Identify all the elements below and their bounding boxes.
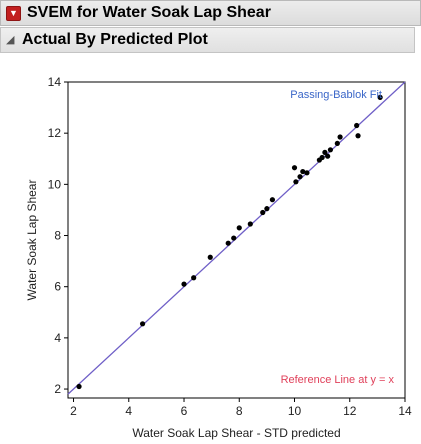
x-tick-label: 12 (343, 404, 357, 418)
data-point[interactable] (247, 221, 253, 227)
y-tick-label: 8 (54, 229, 61, 243)
data-point[interactable] (269, 197, 276, 203)
data-point[interactable] (191, 275, 197, 281)
y-tick-label: 2 (54, 382, 61, 396)
x-tick-label: 8 (236, 404, 243, 418)
data-points (76, 94, 383, 390)
data-point[interactable] (236, 225, 242, 231)
data-point[interactable] (291, 165, 298, 171)
plot-outline-header[interactable]: ◢ Actual By Predicted Plot (0, 27, 415, 53)
data-point[interactable] (327, 147, 334, 153)
data-point[interactable] (225, 240, 231, 246)
red-triangle-menu-icon[interactable]: ▼ (6, 5, 21, 21)
data-point[interactable] (325, 153, 331, 159)
data-point[interactable] (322, 149, 328, 155)
x-axis: 2 4 6 8 10 12 14 (70, 398, 412, 418)
report-outline-header[interactable]: ▼ SVEM for Water Soak Lap Shear (0, 0, 421, 26)
x-tick-label: 2 (70, 404, 77, 418)
fit-line (67, 81, 406, 395)
x-tick-label: 14 (398, 404, 412, 418)
data-point[interactable] (354, 122, 360, 129)
data-point[interactable] (355, 133, 361, 139)
y-tick-label: 14 (48, 75, 62, 89)
y-axis-label: Water Soak Lap Shear (25, 180, 39, 301)
data-point[interactable] (207, 254, 213, 260)
y-tick-label: 4 (54, 331, 61, 345)
data-point[interactable] (377, 94, 383, 100)
data-point[interactable] (139, 321, 146, 327)
data-point[interactable] (264, 206, 270, 212)
reference-line-label: Reference Line at y = x (281, 374, 395, 386)
y-tick-label: 10 (48, 177, 62, 191)
data-point[interactable] (319, 154, 325, 161)
data-point[interactable] (300, 168, 306, 175)
disclosure-triangle-icon[interactable]: ◢ (6, 33, 15, 46)
data-point[interactable] (334, 140, 340, 147)
data-point[interactable] (231, 235, 237, 241)
x-tick-label: 10 (288, 404, 302, 418)
data-point[interactable] (293, 179, 299, 185)
x-tick-label: 6 (181, 404, 188, 418)
data-point[interactable] (260, 209, 266, 216)
x-tick-label: 4 (125, 404, 132, 418)
section-title: Actual By Predicted Plot (22, 31, 208, 48)
report-title: SVEM for Water Soak Lap Shear (27, 4, 271, 21)
data-point[interactable] (304, 170, 310, 176)
data-point[interactable] (337, 134, 343, 140)
fit-label: Passing-Bablok Fit (290, 89, 382, 101)
y-axis: 2 4 6 8 10 12 14 (48, 75, 68, 396)
x-axis-label: Water Soak Lap Shear - STD predicted (132, 426, 340, 440)
y-tick-label: 12 (48, 126, 62, 140)
data-point[interactable] (297, 174, 303, 180)
data-point[interactable] (181, 281, 187, 287)
y-tick-label: 6 (54, 280, 61, 294)
data-point[interactable] (76, 383, 82, 390)
